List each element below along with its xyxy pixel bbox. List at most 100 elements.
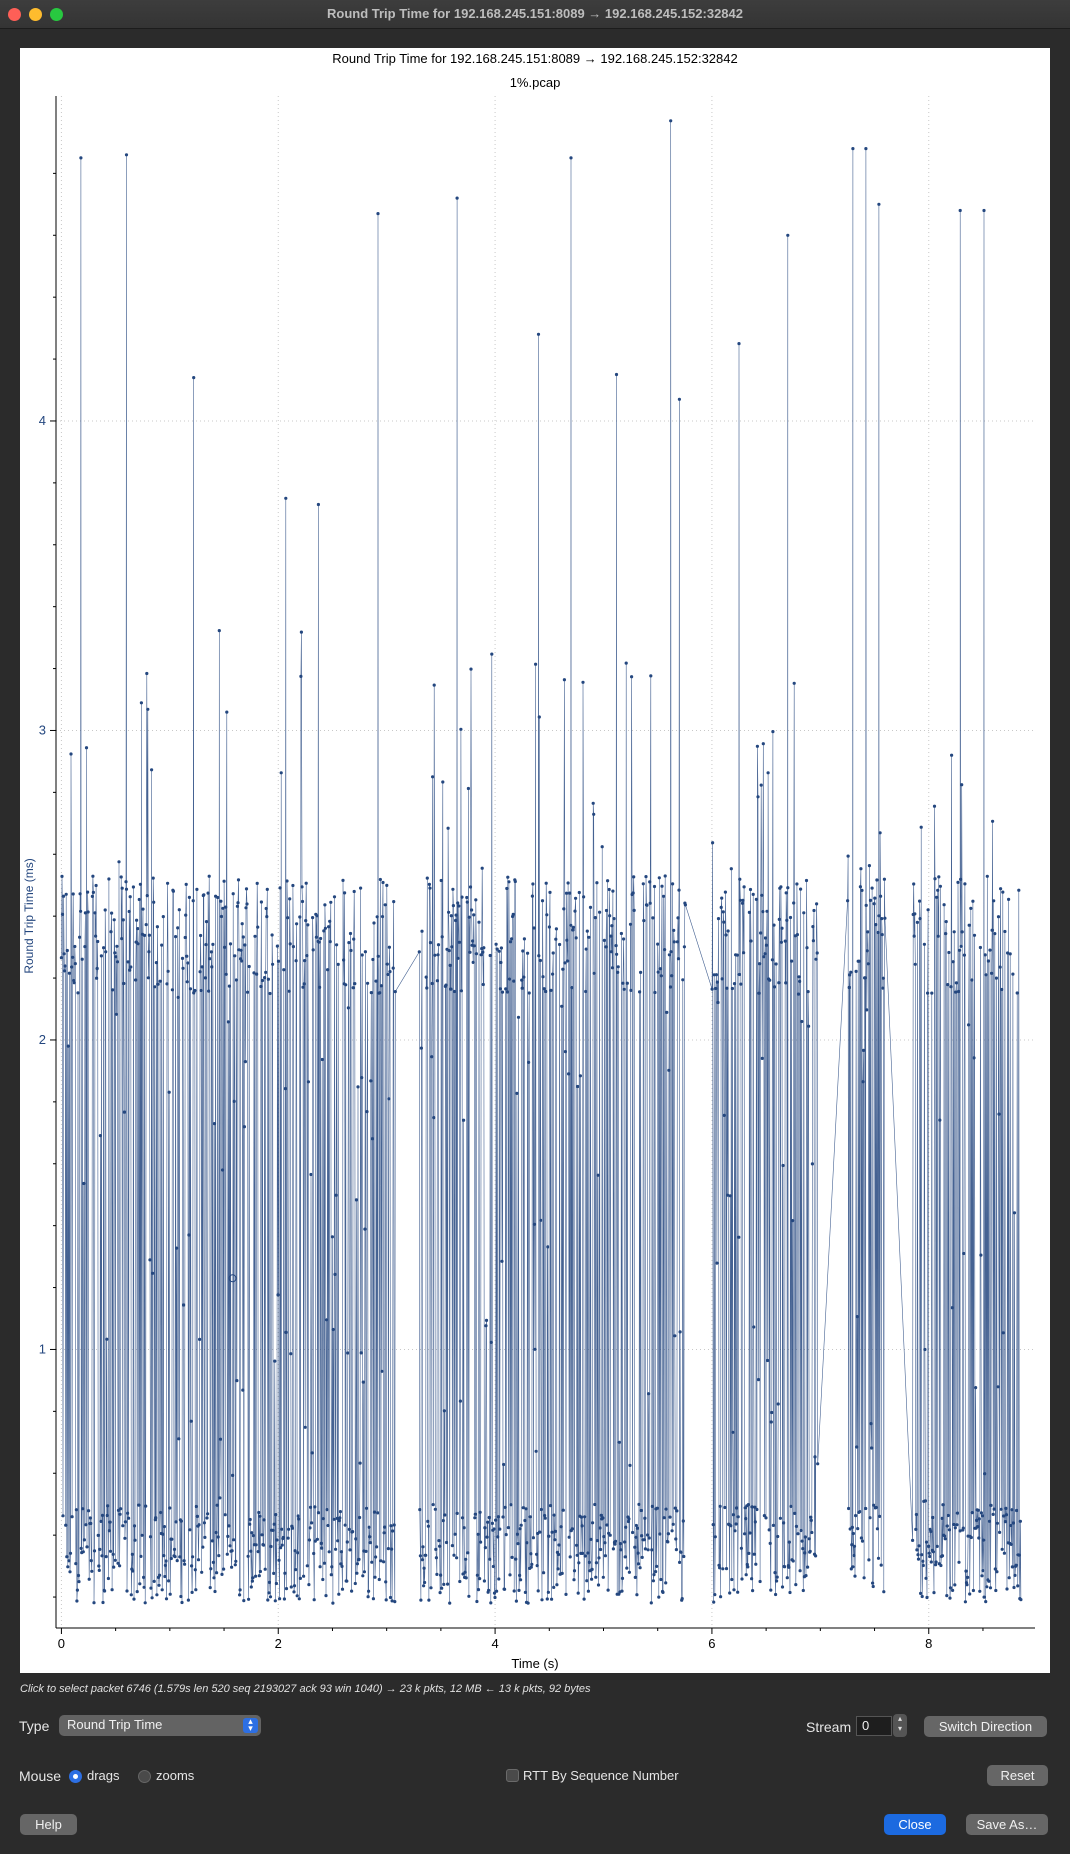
drags-radio[interactable] [69,1770,82,1783]
rtt-point [455,1511,459,1515]
rtt-point [203,976,207,980]
stream-input[interactable]: 0 [856,1716,892,1736]
rtt-point [128,895,132,899]
rtt-point [583,1515,587,1519]
rtt-point [752,1552,756,1556]
rtt-point [322,929,326,933]
rtt-point [455,1556,459,1560]
rtt-point [766,771,770,775]
rtt-point [969,1535,973,1540]
rtt-point [740,901,745,905]
rtt-point [767,1528,771,1532]
rtt-point [677,397,682,401]
rtt-chart[interactable]: Round Trip Time for 192.168.245.151:8089… [20,48,1050,1673]
stream-stepper[interactable]: ▴ ▾ [893,1714,907,1737]
rtt-point [430,981,434,986]
rtt-point [498,987,502,991]
rtt-point [330,1235,334,1239]
rtt-point [759,931,763,935]
rtt-point [504,1533,508,1537]
rtt-point [472,913,476,917]
rtt-point [721,1567,725,1571]
rtt-point [623,1555,627,1559]
rtt-point [739,982,743,986]
close-button[interactable]: Close [884,1814,946,1835]
rtt-point [785,1576,789,1580]
rtt-point [611,1547,616,1551]
rtt-point [872,902,876,906]
minimize-window-icon[interactable] [29,8,42,21]
rtt-point [336,962,340,967]
rtt-point [995,1570,999,1574]
rtt-point [165,982,169,986]
rtt-point [348,1548,352,1552]
rtt-point [552,1585,556,1589]
rtt-point [527,991,531,995]
rtt-point [960,930,964,934]
rtt-point [390,1547,394,1551]
rtt-point [291,945,295,949]
close-window-icon[interactable] [8,8,21,21]
y-axis-label: Round Trip Time (ms) [22,858,36,973]
rtt-point [277,1558,281,1562]
rtt-point [231,1473,235,1477]
rtt-point [914,1512,919,1517]
zooms-radio[interactable] [138,1770,151,1783]
rtt-point [798,979,802,984]
rtt-point [608,1533,612,1537]
rtt-point [774,1592,778,1597]
rtt-point [955,1511,960,1515]
rtt-point [788,1590,792,1595]
rtt-point [943,1537,947,1541]
rtt-point [769,1588,773,1592]
rtt-point [103,908,107,912]
rtt-point [217,629,221,633]
rtt-point [251,1576,255,1580]
rtt-point [392,1523,396,1527]
rtt-point [301,985,305,989]
rtt-point [137,897,141,902]
graph-type-select[interactable]: Round Trip Time ▴ ▾ [59,1715,261,1736]
rtt-point [258,1514,262,1518]
rtt-point [432,683,436,687]
rtt-point [882,1590,886,1594]
rtt-point [207,874,211,878]
rtt-point [994,976,999,980]
rtt-point [798,1569,802,1573]
switch-direction-button[interactable]: Switch Direction [924,1716,1047,1737]
rtt-point [222,879,226,883]
rtt-point [577,1561,581,1565]
rtt-point [656,942,660,946]
rtt-point [236,878,241,882]
rtt-point [868,898,873,903]
rtt-point [466,1551,470,1555]
rtt-point [92,1601,96,1605]
rtt-point [740,1577,744,1581]
save-as-button[interactable]: Save As… [966,1814,1048,1835]
reset-button[interactable]: Reset [987,1765,1048,1786]
rtt-point [915,920,920,925]
rtt-by-seq-checkbox[interactable] [506,1769,519,1782]
rtt-point [948,1596,952,1600]
rtt-point [210,965,214,969]
rtt-point [169,1556,173,1561]
rtt-point [925,1595,929,1600]
rtt-point [282,1597,286,1601]
rtt-point [575,1553,579,1557]
rtt-point [1007,897,1011,902]
rtt-point [761,910,765,914]
rtt-graph[interactable]: Round Trip Time for 192.168.245.151:8089… [20,48,1050,1673]
rtt-point [427,882,431,887]
rtt-point [323,926,327,930]
rtt-point [158,979,162,983]
rtt-point [629,988,633,993]
rtt-point [931,1550,936,1554]
rtt-point [419,1598,423,1602]
rtt-point [921,1559,925,1563]
maximize-window-icon[interactable] [50,8,63,21]
rtt-point [265,887,269,892]
help-button[interactable]: Help [20,1814,77,1835]
rtt-point [234,978,238,982]
rtt-point [600,845,604,849]
rtt-point [115,960,119,964]
